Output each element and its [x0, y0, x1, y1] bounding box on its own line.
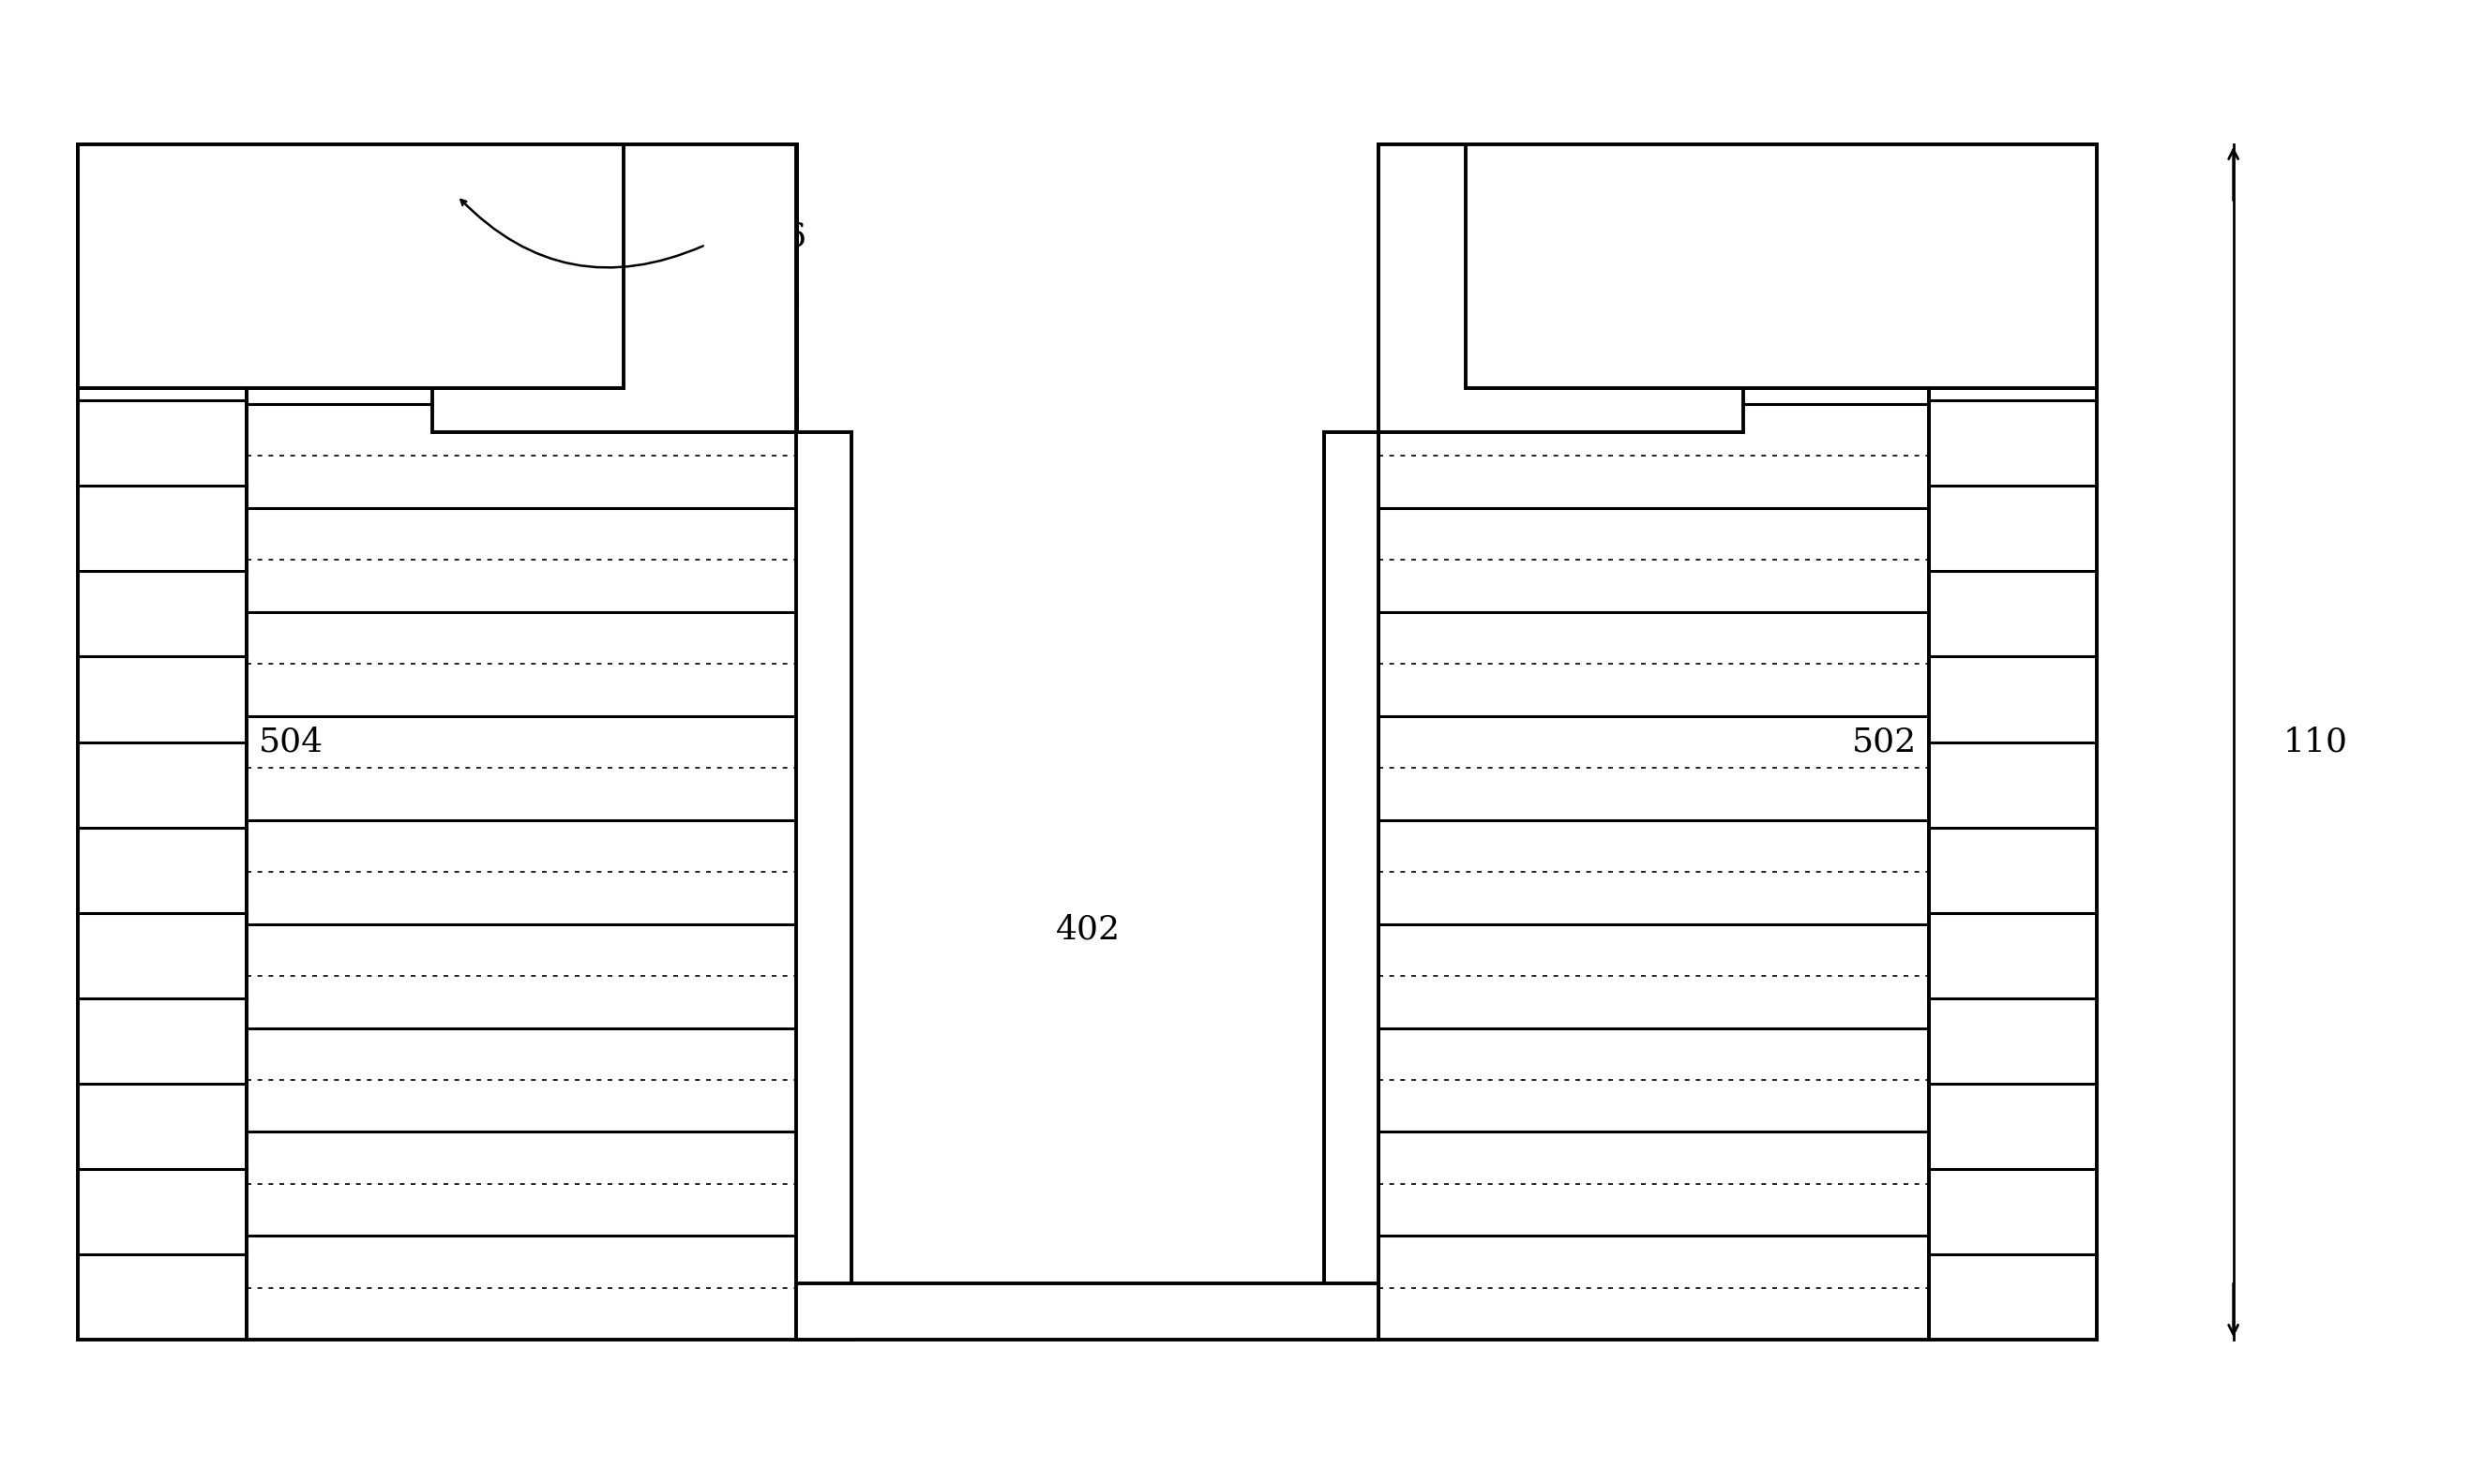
Bar — [1928, 144, 2097, 1340]
Bar — [1379, 144, 1742, 432]
Text: 202: 202 — [1782, 249, 1846, 282]
Text: 110: 110 — [2284, 726, 2348, 758]
Bar — [798, 1284, 1379, 1340]
Bar — [1466, 144, 2097, 387]
Bar — [246, 144, 798, 1340]
Bar — [1379, 144, 1928, 1340]
Text: 402: 402 — [1056, 913, 1121, 945]
Bar — [77, 144, 624, 387]
Text: 136: 136 — [743, 220, 808, 252]
Bar — [77, 144, 246, 1340]
Bar — [432, 144, 798, 432]
Bar — [1325, 432, 1379, 1340]
Text: 504: 504 — [258, 726, 323, 758]
Bar — [850, 439, 1325, 1284]
Text: 502: 502 — [1851, 726, 1916, 758]
Text: 204: 204 — [253, 249, 318, 282]
Bar — [798, 432, 850, 1340]
